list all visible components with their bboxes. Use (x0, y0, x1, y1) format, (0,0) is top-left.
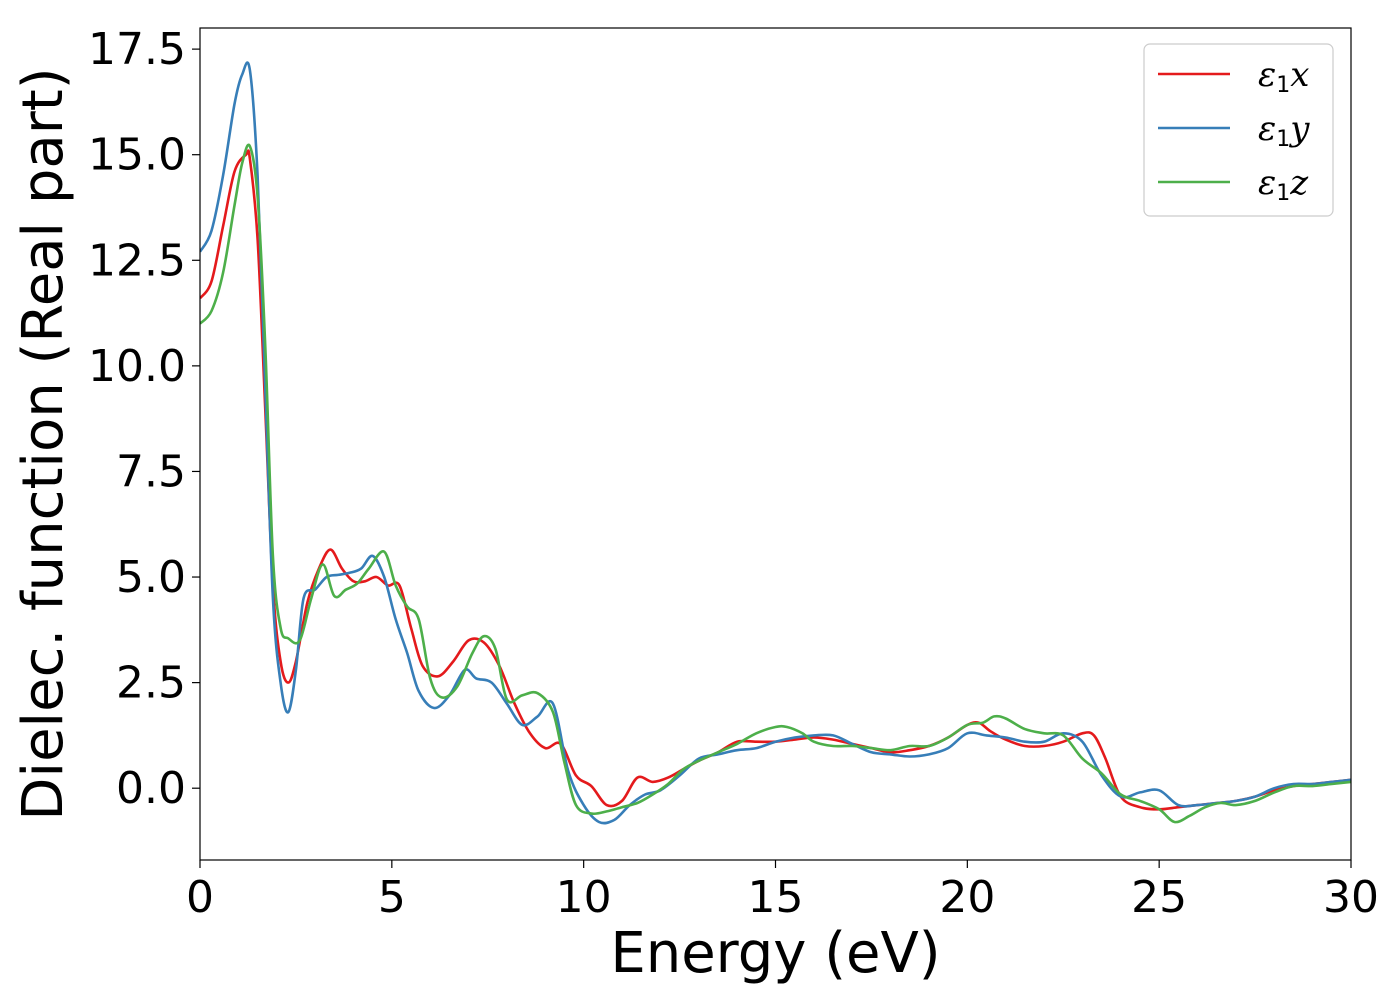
x-tick-label: 30 (1323, 872, 1379, 923)
legend-label: ε1x (1258, 55, 1309, 98)
series-lines (200, 61, 1351, 825)
y-tick-label: 2.5 (116, 658, 186, 709)
y-tick-label: 7.5 (116, 446, 186, 497)
y-axis: 0.0 2.5 5.0 7.5 10.0 12.5 15.0 17.5 (88, 24, 200, 814)
series-line-x (200, 149, 1351, 811)
y-tick-label: 0.0 (116, 763, 186, 814)
x-tick-label: 15 (748, 872, 804, 923)
y-tick-label: 12.5 (88, 235, 186, 286)
series-line-z (200, 143, 1351, 824)
legend-label: ε1z (1258, 163, 1309, 206)
x-tick-label: 5 (378, 872, 406, 923)
x-axis-title: Energy (eV) (610, 921, 940, 986)
x-tick-label: 25 (1131, 872, 1187, 923)
x-tick-label: 20 (939, 872, 995, 923)
legend: ε1x ε1y ε1z (1143, 43, 1334, 217)
legend-box (1143, 43, 1334, 217)
y-tick-label: 17.5 (88, 24, 186, 75)
x-axis: 0 5 10 15 20 25 30 (186, 860, 1379, 923)
y-tick-label: 5.0 (116, 552, 186, 603)
y-axis-title: Dielec. function (Real part) (11, 67, 76, 820)
x-tick-label: 10 (556, 872, 612, 923)
x-tick-label: 0 (186, 872, 214, 923)
y-tick-label: 10.0 (88, 341, 186, 392)
legend-label: ε1y (1258, 109, 1310, 152)
y-tick-label: 15.0 (88, 130, 186, 181)
